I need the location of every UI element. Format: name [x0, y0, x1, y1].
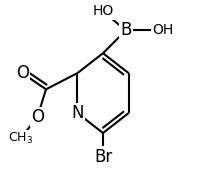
Text: CH$_3$: CH$_3$	[8, 131, 33, 146]
Text: OH: OH	[152, 23, 174, 37]
Text: HO: HO	[92, 4, 114, 18]
Text: Br: Br	[94, 148, 112, 166]
Text: O: O	[31, 108, 44, 126]
Text: O: O	[16, 64, 29, 82]
Text: N: N	[71, 104, 84, 122]
Text: B: B	[120, 21, 131, 39]
